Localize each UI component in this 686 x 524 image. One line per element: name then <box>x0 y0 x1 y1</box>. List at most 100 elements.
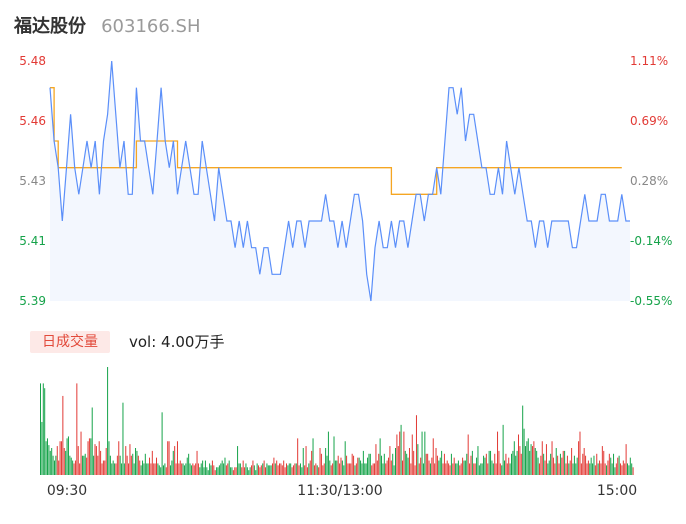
volume-bar <box>109 455 111 475</box>
volume-bar <box>575 463 577 475</box>
volume-bar <box>175 463 177 475</box>
volume-bar <box>538 463 540 475</box>
volume-bar <box>477 446 479 475</box>
volume-bar <box>613 453 615 475</box>
volume-bar <box>580 463 582 475</box>
volume-bar <box>434 463 436 475</box>
volume-bar <box>559 453 561 475</box>
volume-bar <box>494 453 496 475</box>
volume-bar <box>480 463 482 475</box>
volume-bar <box>333 436 335 475</box>
volume-bar <box>411 434 413 475</box>
volume-bar <box>100 450 102 475</box>
volume-bar <box>604 463 606 475</box>
volume-bar <box>234 467 236 475</box>
volume-bar <box>576 457 578 475</box>
volume-bar <box>218 465 220 475</box>
volume-bar <box>446 460 448 475</box>
volume-bar <box>540 455 542 475</box>
volume-bar <box>587 460 589 475</box>
volume-bar <box>137 455 139 475</box>
volume-bar <box>87 441 89 475</box>
volume-bar <box>242 460 244 475</box>
volume-bar <box>594 465 596 475</box>
volume-chart: 09:30 11:30/13:00 15:00 <box>40 367 637 499</box>
volume-bar <box>182 463 184 475</box>
volume-bar <box>485 453 487 475</box>
volume-bar <box>551 441 553 475</box>
volume-bar <box>561 457 563 475</box>
volume-bar <box>67 436 69 475</box>
volume-bar <box>372 463 374 475</box>
volume-bar <box>256 463 258 475</box>
volume-bar <box>188 453 190 475</box>
volume-bar <box>406 453 408 475</box>
volume-bar <box>228 460 230 475</box>
volume-bar <box>65 450 67 475</box>
volume-bar <box>413 450 415 475</box>
volume-bar <box>424 431 426 475</box>
volume-bar <box>101 463 103 475</box>
volume-bar <box>193 465 195 475</box>
volume-bar <box>274 463 276 475</box>
volume-bar <box>513 441 515 475</box>
volume-bar <box>246 467 248 475</box>
volume-bar <box>305 446 307 475</box>
volume-bar <box>318 467 320 475</box>
volume-bar <box>484 457 486 475</box>
volume-bar <box>136 450 138 475</box>
volume-bar <box>161 412 163 475</box>
volume-bar <box>511 453 513 475</box>
volume-bar <box>273 457 275 475</box>
volume-bar <box>176 441 178 475</box>
volume-bar <box>399 431 401 475</box>
volume-bar <box>346 455 348 475</box>
volume-bar <box>227 463 229 475</box>
volume-bar <box>168 441 170 475</box>
volume-bar <box>579 431 581 475</box>
volume-bar <box>323 463 325 475</box>
volume-bar <box>183 465 185 475</box>
volume-bar <box>337 455 339 475</box>
volume-bar <box>301 467 303 475</box>
volume-bar <box>615 463 617 475</box>
volume-bar <box>466 453 468 475</box>
volume-bar <box>457 460 459 475</box>
volume-bar <box>509 463 511 475</box>
volume-bar <box>607 460 609 475</box>
volume-bar <box>262 463 264 475</box>
x-tick-label: 15:00 <box>597 483 637 499</box>
volume-bar <box>586 463 588 475</box>
volume-bar <box>386 460 388 475</box>
percent-tick-label: 0.28% <box>630 174 668 188</box>
volume-bar <box>390 460 392 475</box>
volume-bar <box>316 465 318 475</box>
volume-bar <box>313 465 315 475</box>
volume-bar <box>470 455 472 475</box>
volume-bar <box>150 463 152 475</box>
volume-bar <box>284 467 286 475</box>
volume-bar <box>589 463 591 475</box>
volume-bar <box>573 455 575 475</box>
volume-bar <box>244 467 246 475</box>
volume-bar <box>442 463 444 475</box>
volume-bar <box>603 450 605 475</box>
volume-bar <box>190 465 192 475</box>
volume-bar <box>122 402 124 475</box>
volume-bar <box>388 457 390 475</box>
volume-bar <box>235 467 237 475</box>
volume-bar <box>105 448 107 475</box>
volume-bar <box>306 467 308 475</box>
volume-bar <box>199 467 201 475</box>
volume-bar <box>107 367 109 475</box>
percent-tick-label: -0.55% <box>630 294 672 308</box>
volume-bar <box>221 460 223 475</box>
volume-bar <box>621 465 623 475</box>
volume-bar <box>341 460 343 475</box>
volume-bar <box>104 460 106 475</box>
volume-bar <box>515 455 517 475</box>
volume-bar <box>347 463 349 475</box>
volume-bar <box>224 457 226 475</box>
volume-bar <box>506 463 508 475</box>
volume-bar <box>590 457 592 475</box>
